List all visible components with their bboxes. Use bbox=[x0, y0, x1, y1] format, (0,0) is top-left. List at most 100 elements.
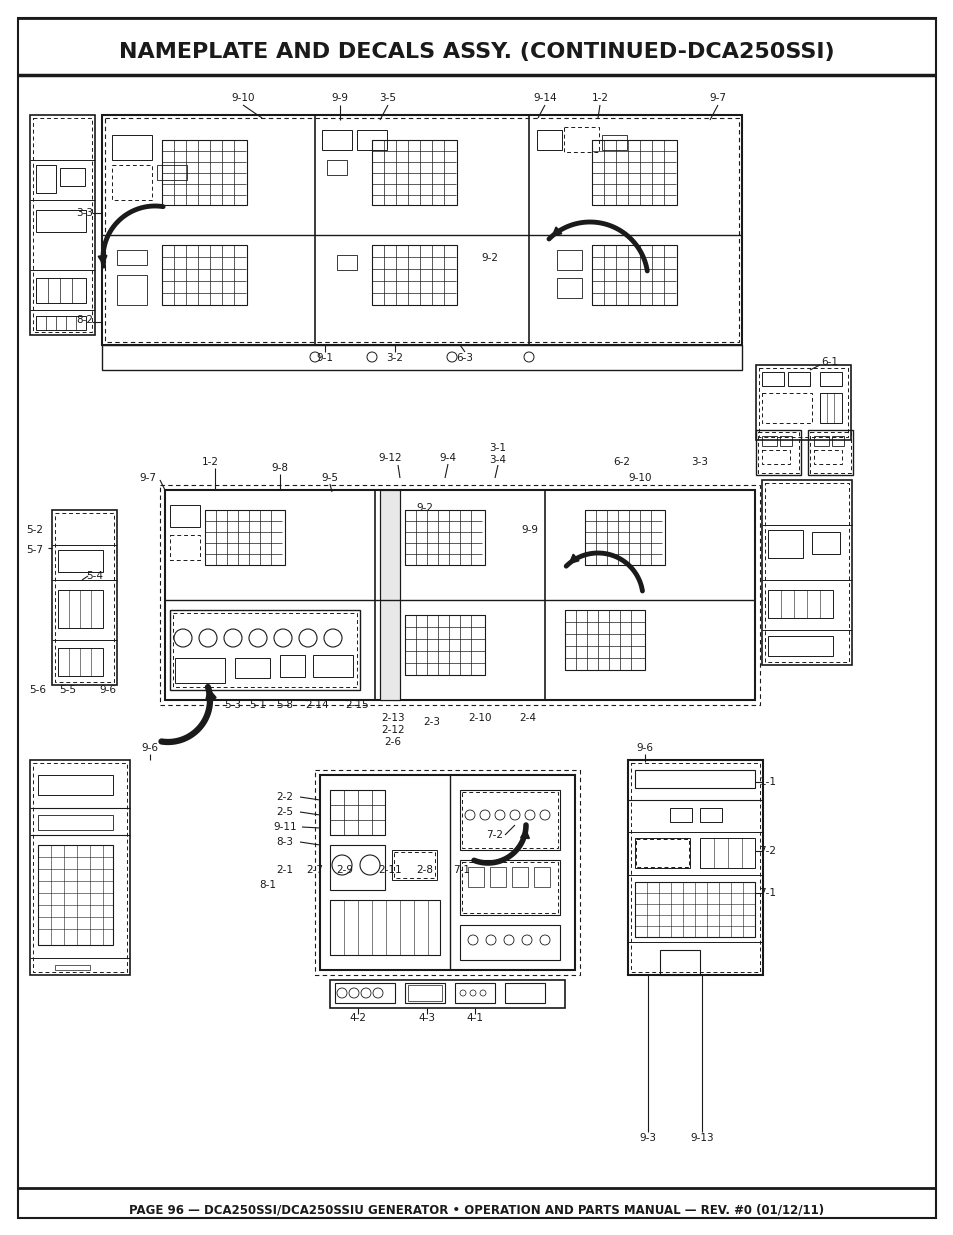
Bar bbox=[761, 450, 789, 464]
Text: 9-9: 9-9 bbox=[331, 93, 348, 103]
Bar bbox=[659, 950, 700, 974]
Text: 5-1: 5-1 bbox=[250, 700, 266, 710]
Bar bbox=[394, 852, 435, 878]
Bar bbox=[636, 839, 688, 867]
Bar bbox=[112, 135, 152, 161]
Text: 5-3: 5-3 bbox=[224, 700, 241, 710]
Bar bbox=[330, 900, 439, 955]
Bar bbox=[102, 115, 741, 345]
Bar bbox=[700, 808, 721, 823]
Bar bbox=[627, 760, 762, 974]
Text: 2-10: 2-10 bbox=[468, 713, 491, 722]
Bar bbox=[459, 860, 559, 915]
Bar bbox=[170, 535, 200, 559]
Text: 3-4: 3-4 bbox=[489, 454, 506, 466]
Bar bbox=[392, 850, 436, 881]
Bar bbox=[809, 432, 850, 473]
Bar bbox=[38, 845, 112, 945]
Bar bbox=[170, 505, 200, 527]
Text: 2-2: 2-2 bbox=[276, 792, 294, 802]
Text: 9-6: 9-6 bbox=[141, 743, 158, 753]
Text: 1-2: 1-2 bbox=[591, 93, 608, 103]
Text: 8-2: 8-2 bbox=[76, 315, 93, 325]
Bar bbox=[764, 483, 848, 662]
Bar bbox=[700, 839, 754, 868]
Bar bbox=[60, 168, 85, 186]
Bar bbox=[36, 165, 56, 193]
Bar bbox=[30, 760, 130, 974]
Bar bbox=[557, 278, 581, 298]
Text: 9-6: 9-6 bbox=[636, 743, 653, 753]
Bar bbox=[52, 510, 117, 685]
Bar bbox=[630, 763, 760, 972]
Bar bbox=[592, 245, 677, 305]
Bar bbox=[635, 882, 754, 937]
Text: 9-13: 9-13 bbox=[689, 1132, 713, 1144]
Bar bbox=[564, 610, 644, 671]
Bar bbox=[461, 792, 558, 848]
Bar bbox=[405, 615, 484, 676]
Text: 5-6: 5-6 bbox=[30, 685, 47, 695]
Bar bbox=[330, 790, 385, 835]
Bar bbox=[468, 867, 483, 887]
Text: 3-3: 3-3 bbox=[76, 207, 93, 219]
Text: 2-5: 2-5 bbox=[276, 806, 294, 818]
Text: 6-1: 6-1 bbox=[821, 357, 838, 367]
Text: 4-1: 4-1 bbox=[466, 1013, 483, 1023]
Text: 5-2: 5-2 bbox=[27, 525, 44, 535]
Text: NAMEPLATE AND DECALS ASSY. (CONTINUED-DCA250SSI): NAMEPLATE AND DECALS ASSY. (CONTINUED-DC… bbox=[119, 42, 834, 62]
Bar bbox=[205, 510, 285, 564]
Bar bbox=[669, 808, 691, 823]
Text: 9-4: 9-4 bbox=[439, 453, 456, 463]
Bar bbox=[319, 776, 575, 969]
Bar bbox=[405, 983, 444, 1003]
Bar bbox=[584, 510, 664, 564]
Bar bbox=[405, 510, 484, 564]
Text: 9-1: 9-1 bbox=[316, 353, 334, 363]
Bar bbox=[330, 981, 564, 1008]
Bar bbox=[157, 165, 187, 180]
Bar bbox=[759, 368, 847, 437]
Bar bbox=[459, 925, 559, 960]
Bar bbox=[117, 249, 147, 266]
Bar bbox=[117, 275, 147, 305]
Bar bbox=[512, 867, 527, 887]
Bar bbox=[38, 815, 112, 830]
Bar bbox=[55, 513, 113, 682]
Text: 9-11: 9-11 bbox=[273, 823, 296, 832]
Bar bbox=[327, 161, 347, 175]
Bar bbox=[280, 655, 305, 677]
Text: 2-13: 2-13 bbox=[381, 713, 404, 722]
Bar bbox=[58, 590, 103, 629]
Bar bbox=[58, 648, 103, 676]
Bar bbox=[160, 485, 760, 705]
Bar bbox=[112, 165, 152, 200]
Text: 3-5: 3-5 bbox=[379, 93, 396, 103]
Text: 2-7: 2-7 bbox=[306, 864, 323, 876]
Bar bbox=[537, 130, 561, 149]
Bar bbox=[162, 140, 247, 205]
Bar bbox=[172, 613, 356, 687]
Bar bbox=[55, 965, 90, 969]
Text: PAGE 96 — DCA250SSI/DCA250SSIU GENERATOR • OPERATION AND PARTS MANUAL — REV. #0 : PAGE 96 — DCA250SSI/DCA250SSIU GENERATOR… bbox=[130, 1203, 823, 1216]
Text: 1-1: 1-1 bbox=[759, 777, 776, 787]
Bar bbox=[33, 119, 91, 332]
Text: 8-1: 8-1 bbox=[259, 881, 276, 890]
Bar bbox=[174, 658, 225, 683]
Text: 2-14: 2-14 bbox=[305, 700, 329, 710]
Bar bbox=[455, 983, 495, 1003]
Text: 9-7: 9-7 bbox=[139, 473, 156, 483]
Bar bbox=[592, 140, 677, 205]
Text: 4-3: 4-3 bbox=[418, 1013, 435, 1023]
Text: 7-1: 7-1 bbox=[759, 888, 776, 898]
Bar bbox=[820, 372, 841, 387]
Text: 1-2: 1-2 bbox=[201, 457, 218, 467]
Bar bbox=[813, 436, 828, 446]
Text: 2-12: 2-12 bbox=[381, 725, 404, 735]
Bar bbox=[557, 249, 581, 270]
Bar bbox=[322, 130, 352, 149]
Bar bbox=[758, 432, 799, 473]
Bar bbox=[372, 245, 456, 305]
Bar bbox=[755, 430, 801, 475]
Bar bbox=[314, 769, 579, 974]
